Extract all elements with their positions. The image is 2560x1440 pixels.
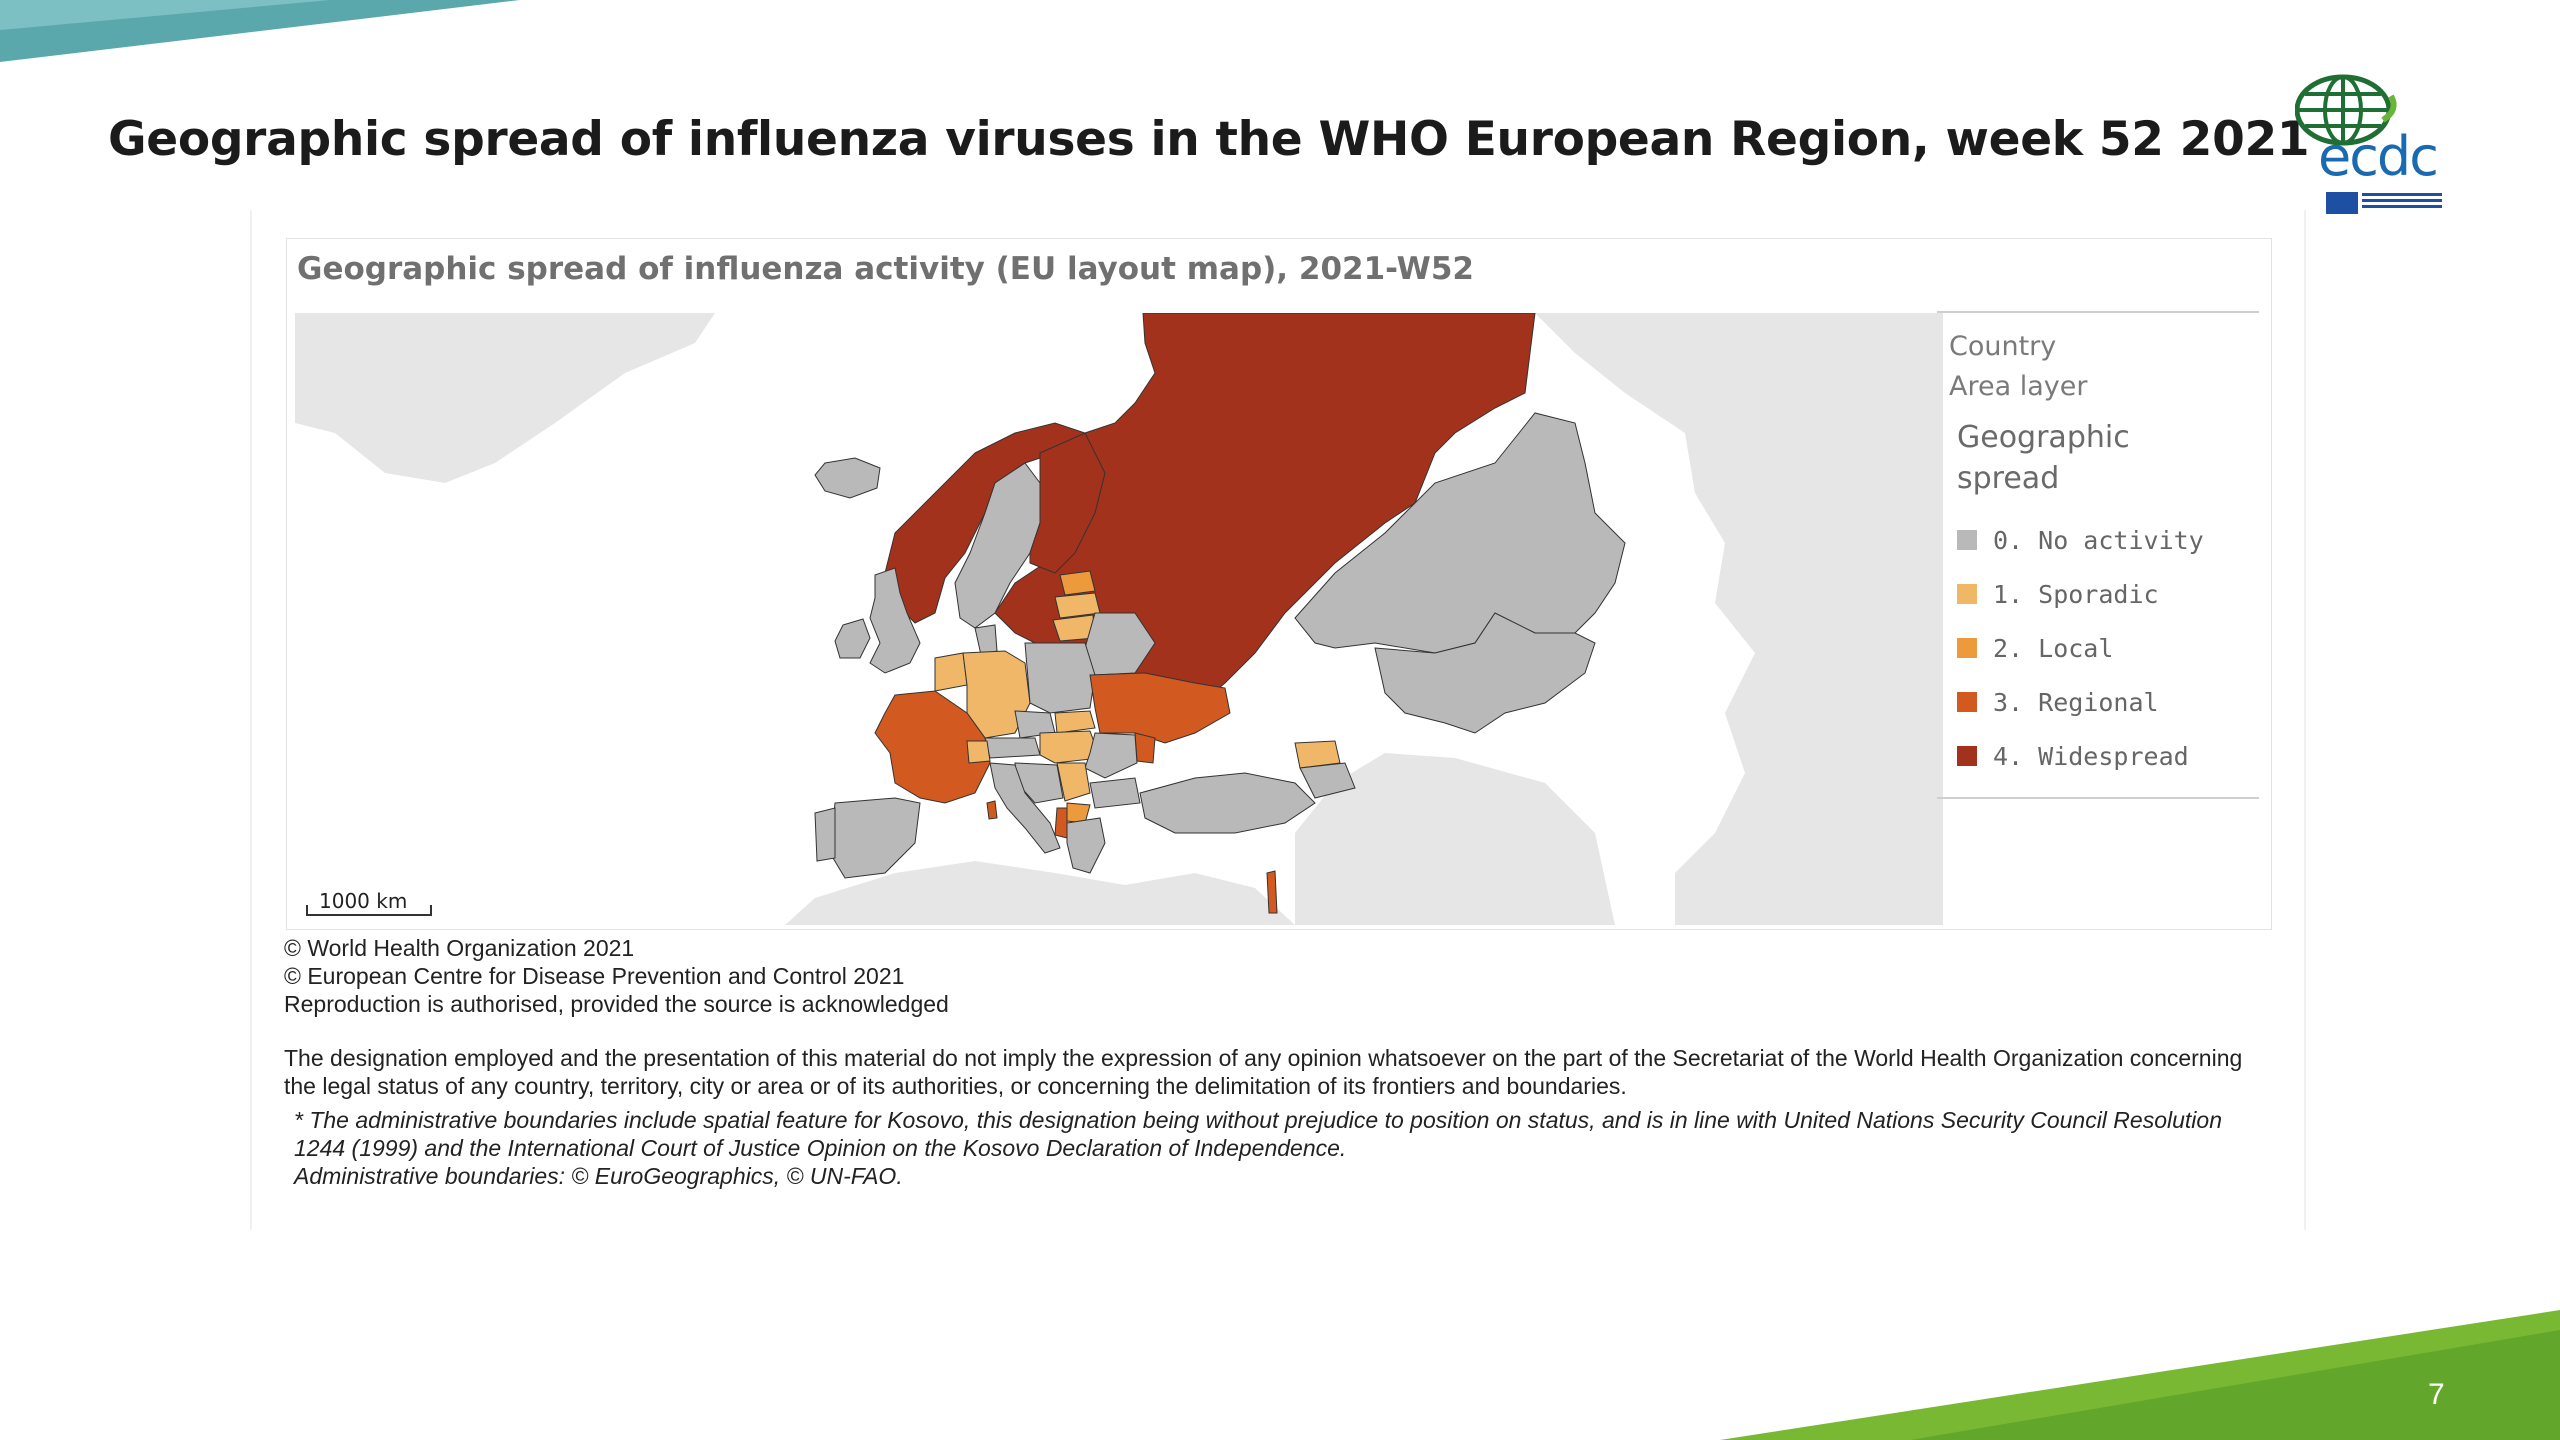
region-turkey[interactable] bbox=[1139, 772, 1316, 834]
top-decor-strip bbox=[0, 0, 520, 62]
copyright-credits: © World Health Organization 2021 © Europ… bbox=[284, 934, 949, 1018]
credit-line: © European Centre for Disease Prevention… bbox=[284, 963, 905, 989]
map-legend: Country Area layer Geographic spread 0. … bbox=[1937, 311, 2267, 799]
ecdc-wordmark: ecdc bbox=[2318, 125, 2439, 188]
legend-item[interactable]: 1. Sporadic bbox=[1957, 567, 2267, 621]
region-greece[interactable] bbox=[1066, 817, 1106, 874]
region-austria[interactable] bbox=[984, 737, 1041, 759]
ecdc-subtitle-lines bbox=[2362, 190, 2442, 211]
legend-label: 4. Widespread bbox=[1993, 741, 2189, 771]
page-number: 7 bbox=[2428, 1378, 2445, 1411]
legend-item[interactable]: 2. Local bbox=[1957, 621, 2267, 675]
legend-label: 2. Local bbox=[1993, 633, 2114, 663]
panel-border-left bbox=[250, 210, 252, 1230]
region-moldova[interactable] bbox=[1134, 732, 1156, 764]
europe-map[interactable] bbox=[295, 313, 1943, 925]
legend-swatch bbox=[1957, 584, 1977, 604]
region-slovakia[interactable] bbox=[1054, 710, 1096, 734]
legend-swatch bbox=[1957, 530, 1977, 550]
region-hungary[interactable] bbox=[1039, 730, 1101, 764]
credit-line: © World Health Organization 2021 bbox=[284, 935, 635, 961]
legend-item[interactable]: 0. No activity bbox=[1957, 513, 2267, 567]
legend-title: Geographic spread bbox=[1957, 420, 2130, 496]
region-ireland[interactable] bbox=[834, 618, 871, 659]
region-serbia[interactable] bbox=[1056, 762, 1091, 802]
region-romania[interactable] bbox=[1084, 732, 1138, 779]
region-france[interactable] bbox=[874, 690, 991, 804]
legend-item[interactable]: 4. Widespread bbox=[1957, 729, 2267, 783]
legend-swatch bbox=[1957, 638, 1977, 658]
region-portugal[interactable] bbox=[814, 807, 836, 862]
region-switzerland[interactable] bbox=[966, 740, 991, 764]
region-finland[interactable] bbox=[1029, 432, 1106, 574]
region-corsica[interactable] bbox=[986, 800, 998, 820]
land-middle-east bbox=[1295, 753, 1615, 925]
region-italy[interactable] bbox=[989, 762, 1061, 854]
kosovo-note: * The administrative boundaries include … bbox=[294, 1106, 2244, 1190]
region-georgia[interactable] bbox=[1294, 740, 1341, 769]
scale-bar: 1000 km bbox=[305, 887, 435, 927]
legend-label: 3. Regional bbox=[1993, 687, 2159, 717]
legend-layer-line-1: Country bbox=[1949, 331, 2057, 362]
legend-swatch bbox=[1957, 692, 1977, 712]
region-united-kingdom[interactable] bbox=[869, 567, 921, 674]
legend-item[interactable]: 3. Regional bbox=[1957, 675, 2267, 729]
land-asia bbox=[1535, 313, 1943, 925]
legend-swatch bbox=[1957, 746, 1977, 766]
note-line: * The administrative boundaries include … bbox=[294, 1107, 2222, 1161]
ecdc-logo: ecdc bbox=[2290, 72, 2460, 222]
region-norway[interactable] bbox=[884, 422, 1087, 624]
legend-top-rule bbox=[1937, 311, 2259, 313]
region-israel[interactable] bbox=[1266, 870, 1278, 914]
legend-items: 0. No activity 1. Sporadic 2. Local 3. R… bbox=[1957, 513, 2267, 783]
panel-border-right bbox=[2304, 210, 2306, 1230]
scale-bar-line bbox=[306, 905, 432, 916]
region-kazakhstan[interactable] bbox=[1294, 412, 1626, 654]
region-benelux[interactable] bbox=[934, 652, 968, 692]
map-area[interactable] bbox=[295, 313, 1943, 925]
region-ukraine[interactable] bbox=[1089, 672, 1231, 744]
region-central-asia[interactable] bbox=[1374, 612, 1596, 734]
legend-label: 0. No activity bbox=[1993, 525, 2204, 555]
region-bulgaria[interactable] bbox=[1089, 777, 1141, 809]
land-greenland bbox=[295, 313, 715, 483]
legend-layer-line-2: Area layer bbox=[1949, 371, 2088, 402]
legend-layer-label: Country Area layer bbox=[1949, 327, 2267, 407]
note-line: Administrative boundaries: © EuroGeograp… bbox=[294, 1163, 903, 1189]
eu-flag-icon bbox=[2326, 192, 2358, 214]
region-albania[interactable] bbox=[1054, 807, 1068, 839]
map-title: Geographic spread of influenza activity … bbox=[297, 251, 1474, 287]
slide-title: Geographic spread of influenza viruses i… bbox=[108, 112, 2310, 167]
region-estonia[interactable] bbox=[1059, 570, 1096, 596]
bottom-decor-strip bbox=[1720, 1310, 2560, 1440]
map-frame: Geographic spread of influenza activity … bbox=[286, 238, 2272, 930]
region-germany[interactable] bbox=[962, 650, 1031, 739]
region-armenia-azerbaijan[interactable] bbox=[1299, 762, 1356, 799]
globe-icon bbox=[2295, 74, 2397, 146]
legend-bottom-rule bbox=[1937, 797, 2259, 799]
scale-bar-label: 1000 km bbox=[319, 889, 408, 913]
legend-label: 1. Sporadic bbox=[1993, 579, 2159, 609]
region-iceland[interactable] bbox=[814, 457, 881, 499]
disclaimer-text: The designation employed and the present… bbox=[284, 1045, 2243, 1099]
region-latvia[interactable] bbox=[1054, 592, 1101, 619]
land-north-africa bbox=[785, 861, 1295, 925]
region-poland[interactable] bbox=[1024, 642, 1096, 714]
credit-line: Reproduction is authorised, provided the… bbox=[284, 991, 949, 1017]
